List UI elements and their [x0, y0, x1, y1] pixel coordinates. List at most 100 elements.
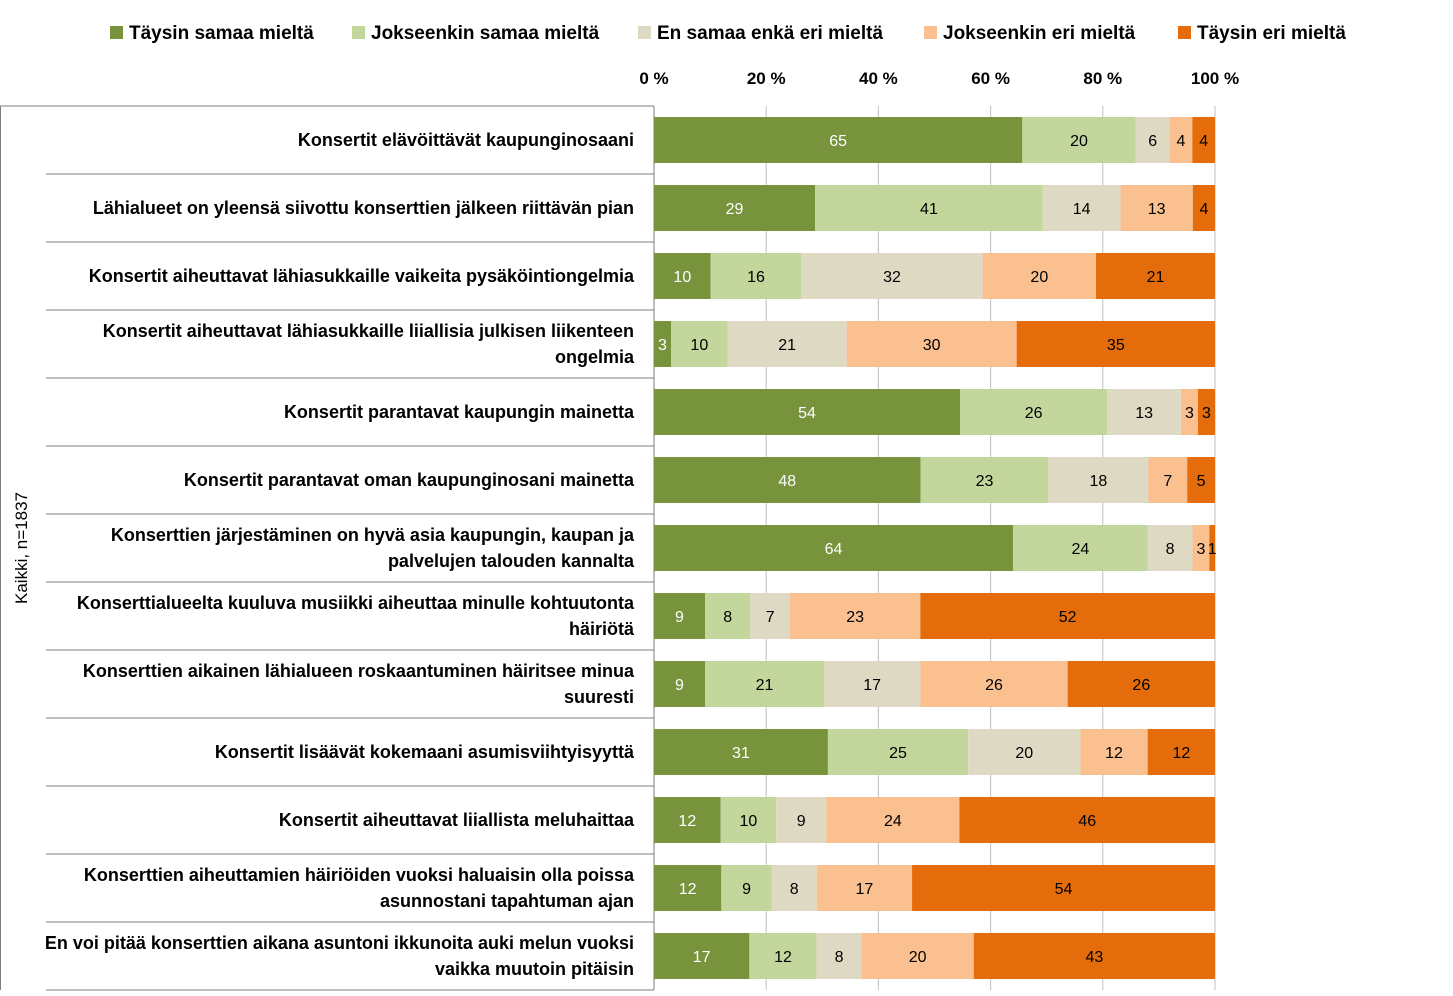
category-label: Konsertit elävöittävät kaupunginosaani — [34, 106, 634, 174]
bar-segment — [1192, 525, 1210, 571]
bar-segment — [1148, 457, 1188, 503]
bar-segment — [1181, 389, 1198, 435]
category-label: En voi pitää konserttien aikana asuntoni… — [34, 922, 634, 990]
value-label: 17 — [855, 881, 873, 898]
value-label: 20 — [1030, 269, 1048, 286]
category-label-text: Konserttialueelta kuuluva musiikki aiheu… — [76, 593, 634, 639]
category-label: Konserttialueelta kuuluva musiikki aiheu… — [34, 582, 634, 650]
value-label: 13 — [1148, 201, 1166, 218]
category-label-text: Konsertit lisäävät kokemaani asumisviiht… — [214, 742, 634, 762]
bar-segment — [654, 729, 828, 775]
x-axis-ticks: 0 % 20 % 40 % 60 % 80 % 100 % — [639, 69, 1239, 88]
bar-segment — [654, 321, 671, 367]
legend-swatch — [352, 26, 365, 39]
category-label-text: Konsertit parantavat kaupungin mainetta — [283, 402, 634, 422]
value-label: 65 — [829, 133, 847, 150]
category-label: Konsertit aiheuttavat liiallista meluhai… — [34, 786, 634, 854]
value-label: 9 — [797, 813, 806, 830]
bar-segment — [1048, 457, 1149, 503]
bar-segment — [1147, 729, 1215, 775]
value-label: 30 — [923, 337, 941, 354]
category-label-text: Lähialueet on yleensä siivottu konsertti… — [92, 198, 634, 218]
category-label: Konsertit parantavat oman kaupunginosani… — [34, 446, 634, 514]
bar-segment — [654, 661, 705, 707]
bar-segment — [705, 593, 751, 639]
bar-segment — [920, 661, 1068, 707]
legend-label: Jokseenkin samaa mieltä — [371, 23, 600, 44]
bar-segment — [846, 321, 1017, 367]
value-label: 4 — [1199, 133, 1208, 150]
bar-segment — [1016, 321, 1215, 367]
category-label: Konsertit aiheuttavat lähiasukkaille lii… — [34, 310, 634, 378]
bar-segment — [920, 457, 1049, 503]
value-label: 54 — [798, 405, 816, 422]
category-label-text: Konsertit parantavat oman kaupunginosani… — [183, 470, 634, 490]
x-tick-label: 60 % — [971, 69, 1010, 88]
bar-segment — [654, 389, 960, 435]
value-label: 8 — [835, 949, 844, 966]
bar-segment — [816, 933, 862, 979]
bar-segment — [776, 797, 827, 843]
category-label-text: En voi pitää konserttien aikana asuntoni… — [44, 933, 634, 979]
bar-segment — [654, 117, 1023, 163]
bar-segment — [654, 457, 921, 503]
bar-segment — [960, 389, 1108, 435]
value-label: 4 — [1177, 133, 1186, 150]
bar-segment — [973, 933, 1215, 979]
bar-segment — [1080, 729, 1148, 775]
x-tick-label: 20 % — [747, 69, 786, 88]
category-label: Konserttien aiheuttamien häiriöiden vuok… — [34, 854, 634, 922]
category-label: Lähialueet on yleensä siivottu konsertti… — [34, 174, 634, 242]
bar-segment — [654, 797, 721, 843]
bar-segment — [654, 185, 816, 231]
bar-segment — [826, 797, 960, 843]
legend-label: Jokseenkin eri mieltä — [943, 23, 1136, 44]
legend-label: En samaa enkä eri mieltä — [657, 23, 883, 44]
value-label: 21 — [1147, 269, 1165, 286]
value-label: 14 — [1073, 201, 1091, 218]
bar-segment — [1013, 525, 1148, 571]
value-label: 43 — [1085, 949, 1103, 966]
value-label: 46 — [1078, 813, 1096, 830]
category-label: Konsertit lisäävät kokemaani asumisviiht… — [34, 718, 634, 786]
category-label-text: Konsertit aiheuttavat lähiasukkaille lii… — [102, 321, 634, 367]
value-label: 4 — [1199, 201, 1208, 218]
value-label: 3 — [1197, 541, 1206, 558]
bar-segment — [1107, 389, 1181, 435]
value-label: 9 — [742, 881, 751, 898]
bar-segment — [861, 933, 974, 979]
value-label: 12 — [1105, 745, 1123, 762]
value-label: 26 — [985, 677, 1003, 694]
category-label-text: Konsertit elävöittävät kaupunginosaani — [297, 130, 634, 150]
bar-segment — [654, 253, 711, 299]
value-label: 26 — [1132, 677, 1150, 694]
value-label: 21 — [778, 337, 796, 354]
bar-segment — [1022, 117, 1136, 163]
value-label: 23 — [976, 473, 994, 490]
value-label: 5 — [1197, 473, 1206, 490]
bar-segment — [654, 933, 750, 979]
legend-swatch — [1178, 26, 1191, 39]
bar-segment — [1120, 185, 1193, 231]
category-label-text: Konserttien aiheuttamien häiriöiden vuok… — [83, 865, 634, 911]
bar-segment — [1042, 185, 1121, 231]
category-frame — [0, 105, 655, 991]
value-label: 3 — [1185, 405, 1194, 422]
category-label-text: Konserttien aikainen lähialueen roskaant… — [82, 661, 634, 707]
bar-segment — [721, 865, 772, 911]
category-label-text: Konserttien järjestäminen on hyvä asia k… — [110, 525, 634, 571]
value-label: 8 — [790, 881, 799, 898]
value-label: 21 — [756, 677, 774, 694]
x-tick-label: 80 % — [1083, 69, 1122, 88]
value-label: 18 — [1089, 473, 1107, 490]
legend: Täysin samaa mieltä Jokseenkin samaa miel… — [110, 23, 1346, 44]
bar-segment — [671, 321, 728, 367]
bar-segment — [790, 593, 921, 639]
value-label: 6 — [1148, 133, 1157, 150]
bar-segment — [912, 865, 1215, 911]
value-label: 8 — [723, 609, 732, 626]
legend-item: Jokseenkin samaa mieltä — [352, 23, 600, 44]
value-label: 10 — [690, 337, 708, 354]
